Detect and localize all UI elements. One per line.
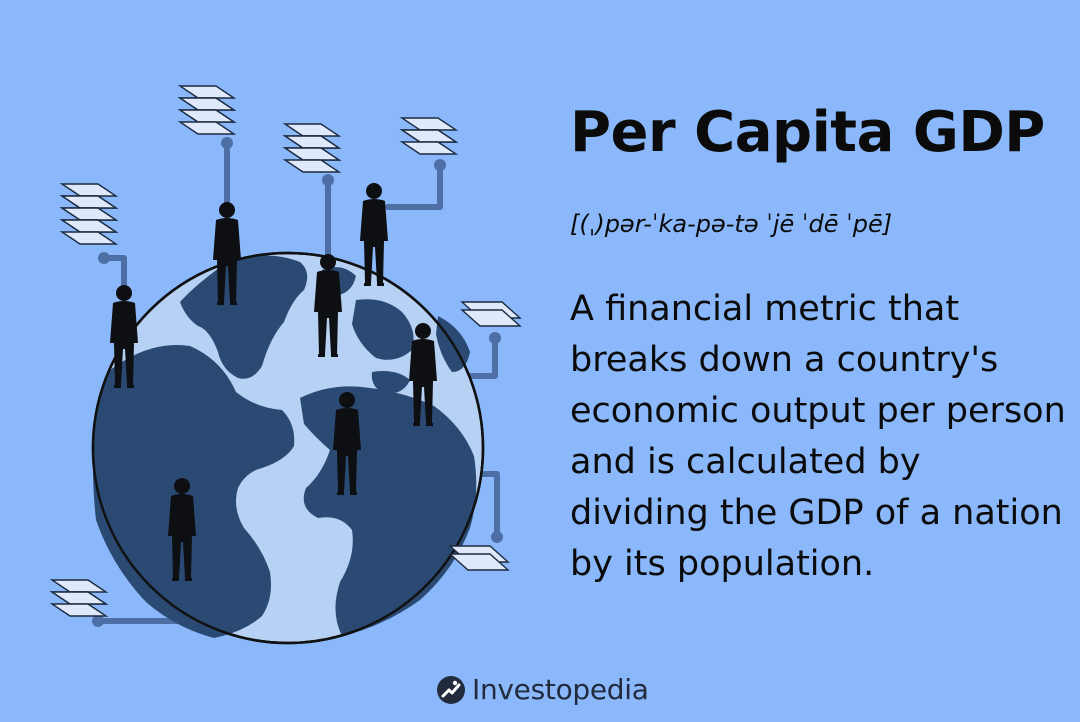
brand-name: Investopedia bbox=[472, 673, 649, 706]
money-stack-icon bbox=[61, 183, 117, 245]
money-stack-icon bbox=[51, 579, 107, 617]
brand-logo: Investopedia bbox=[436, 673, 649, 706]
money-stack-icon bbox=[284, 123, 340, 173]
money-stack-icon bbox=[460, 301, 522, 327]
definition-text: A financial metric that breaks down a co… bbox=[570, 289, 1066, 584]
money-stack-icon bbox=[401, 117, 457, 155]
connector-dots bbox=[92, 137, 503, 627]
page-title: Per Capita GDP bbox=[570, 100, 1045, 165]
money-stack-icon bbox=[448, 545, 510, 571]
investopedia-logo-icon bbox=[437, 675, 465, 704]
money-stack-icons bbox=[51, 85, 522, 617]
globe bbox=[91, 251, 485, 645]
money-stack-icon bbox=[179, 85, 235, 135]
pronunciation: [(ˌ)pər-ˈka-pə-tə ˈjē ˈdē ˈpē] bbox=[570, 210, 893, 238]
